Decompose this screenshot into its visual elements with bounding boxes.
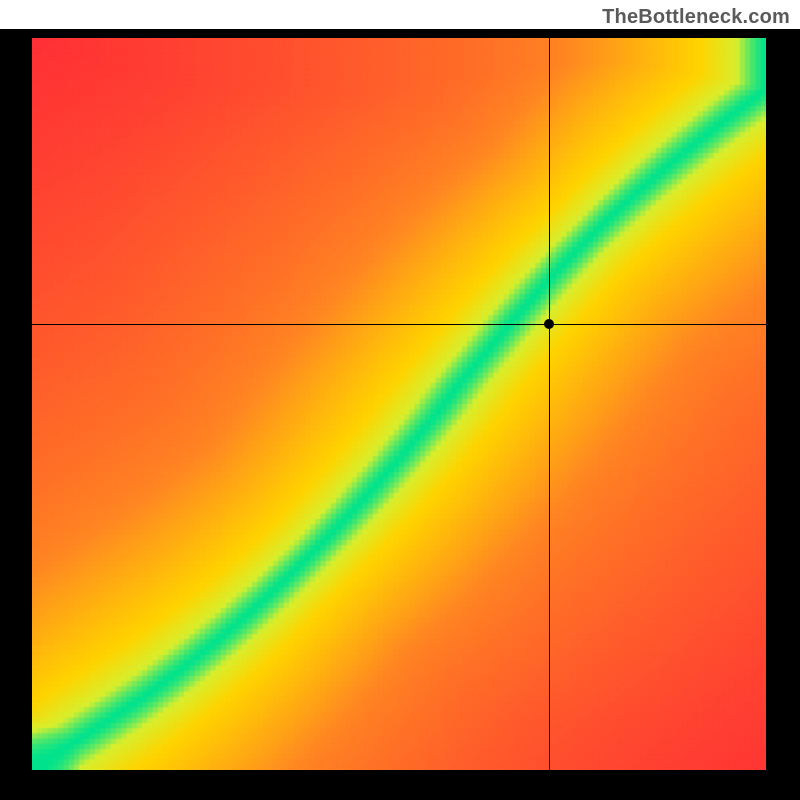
crosshair-horizontal xyxy=(32,324,766,325)
heatmap-canvas xyxy=(32,38,766,770)
heatmap-plot-area xyxy=(32,38,766,770)
watermark-text: TheBottleneck.com xyxy=(602,6,790,29)
chart-outer-frame xyxy=(0,29,800,800)
crosshair-vertical xyxy=(549,38,550,770)
data-point-marker xyxy=(544,319,554,329)
